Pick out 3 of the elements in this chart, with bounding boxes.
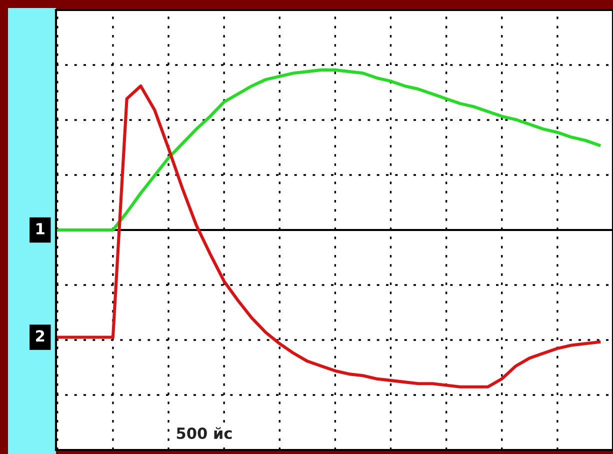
text: 2 bbox=[36, 330, 44, 342]
text: 1 bbox=[36, 223, 44, 234]
text: 500 йс bbox=[176, 427, 232, 440]
